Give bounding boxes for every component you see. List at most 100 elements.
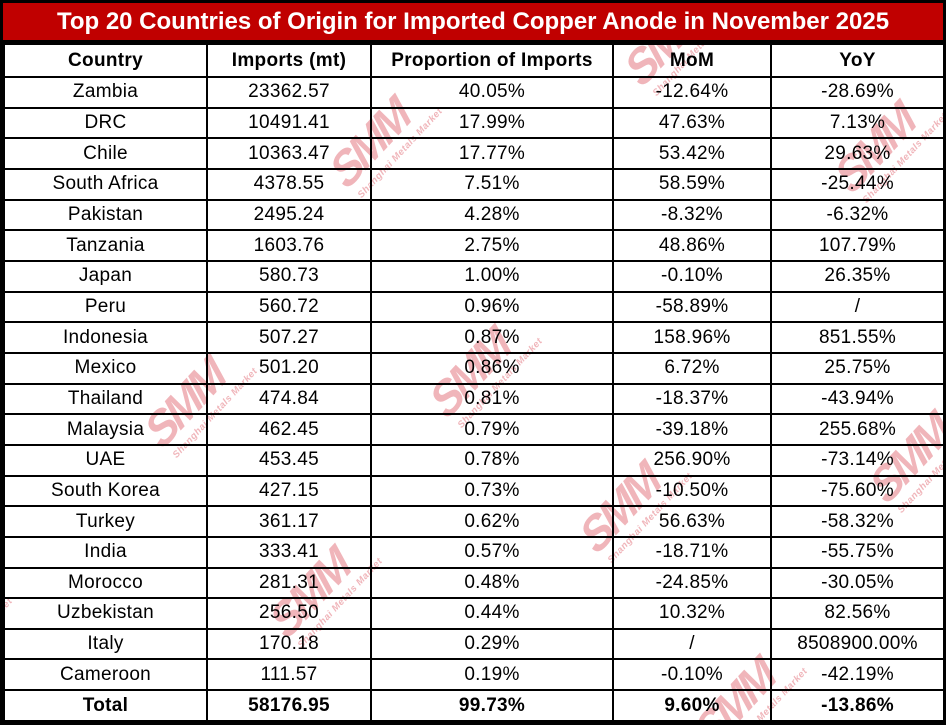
proportion-cell: 0.81% bbox=[370, 382, 614, 416]
table-head: Country Imports (mt) Proportion of Impor… bbox=[3, 43, 943, 78]
mom-cell: 53.42% bbox=[612, 137, 772, 170]
country-cell: Cameroon bbox=[3, 658, 208, 692]
mom-cell: 9.60% bbox=[612, 689, 772, 722]
country-cell: Tanzania bbox=[3, 229, 208, 262]
title-bar: Top 20 Countries of Origin for Imported … bbox=[3, 3, 943, 43]
yoy-cell: -13.86% bbox=[770, 689, 943, 722]
yoy-cell: 851.55% bbox=[770, 321, 943, 354]
imports-cell: 111.57 bbox=[206, 658, 372, 692]
mom-cell: 48.86% bbox=[612, 229, 772, 262]
table-row: Malaysia 462.45 0.79% -39.18% 255.68% bbox=[3, 413, 943, 446]
table-row: Peru 560.72 0.96% -58.89% / bbox=[3, 290, 943, 324]
table-row: Zambia 23362.57 40.05% -12.64% -28.69% bbox=[3, 76, 943, 109]
proportion-cell: 99.73% bbox=[370, 689, 614, 722]
country-cell: Mexico bbox=[3, 351, 208, 385]
proportion-cell: 0.86% bbox=[370, 351, 614, 385]
country-cell: Japan bbox=[3, 259, 208, 293]
yoy-cell: -73.14% bbox=[770, 443, 943, 477]
proportion-cell: 0.96% bbox=[370, 290, 614, 324]
proportion-cell: 0.73% bbox=[370, 474, 614, 508]
proportion-column-header: Proportion of Imports bbox=[370, 43, 614, 78]
mom-cell: -39.18% bbox=[612, 413, 772, 446]
proportion-cell: 17.99% bbox=[370, 106, 614, 140]
imports-cell: 560.72 bbox=[206, 290, 372, 324]
yoy-cell: -58.32% bbox=[770, 505, 943, 538]
imports-cell: 453.45 bbox=[206, 443, 372, 477]
yoy-cell: / bbox=[770, 290, 943, 324]
imports-cell: 580.73 bbox=[206, 259, 372, 293]
total-row: Total 58176.95 99.73% 9.60% -13.86% bbox=[3, 689, 943, 722]
yoy-cell: 7.13% bbox=[770, 106, 943, 140]
country-column-header: Country bbox=[3, 43, 208, 78]
country-cell: Malaysia bbox=[3, 413, 208, 446]
country-cell: Italy bbox=[3, 627, 208, 661]
mom-column-header: MoM bbox=[612, 43, 772, 78]
mom-cell: 6.72% bbox=[612, 351, 772, 385]
mom-cell: -12.64% bbox=[612, 76, 772, 109]
yoy-cell: -42.19% bbox=[770, 658, 943, 692]
mom-cell: -18.37% bbox=[612, 382, 772, 416]
imports-cell: 501.20 bbox=[206, 351, 372, 385]
yoy-cell: 255.68% bbox=[770, 413, 943, 446]
imports-cell: 10363.47 bbox=[206, 137, 372, 170]
imports-cell: 281.31 bbox=[206, 566, 372, 600]
proportion-cell: 1.00% bbox=[370, 259, 614, 293]
table-row: Turkey 361.17 0.62% 56.63% -58.32% bbox=[3, 505, 943, 538]
yoy-cell: 25.75% bbox=[770, 351, 943, 385]
proportion-cell: 0.44% bbox=[370, 597, 614, 630]
table-row: Uzbekistan 256.50 0.44% 10.32% 82.56% bbox=[3, 597, 943, 630]
table-row: DRC 10491.41 17.99% 47.63% 7.13% bbox=[3, 106, 943, 140]
imports-cell: 170.18 bbox=[206, 627, 372, 661]
table-row: Japan 580.73 1.00% -0.10% 26.35% bbox=[3, 259, 943, 293]
table-row: Pakistan 2495.24 4.28% -8.32% -6.32% bbox=[3, 198, 943, 232]
imports-cell: 58176.95 bbox=[206, 689, 372, 722]
country-cell: Thailand bbox=[3, 382, 208, 416]
table-row: South Korea 427.15 0.73% -10.50% -75.60% bbox=[3, 474, 943, 508]
content: Top 20 Countries of Origin for Imported … bbox=[3, 3, 943, 722]
imports-column-header: Imports (mt) bbox=[206, 43, 372, 78]
mom-cell: 58.59% bbox=[612, 167, 772, 201]
country-cell: Chile bbox=[3, 137, 208, 170]
table-row: South Africa 4378.55 7.51% 58.59% -25.44% bbox=[3, 167, 943, 201]
mom-cell: -58.89% bbox=[612, 290, 772, 324]
country-cell: Zambia bbox=[3, 76, 208, 109]
mom-cell: -0.10% bbox=[612, 658, 772, 692]
table-row: Morocco 281.31 0.48% -24.85% -30.05% bbox=[3, 566, 943, 600]
table-row: Italy 170.18 0.29%/8508900.00% bbox=[3, 627, 943, 661]
country-cell: UAE bbox=[3, 443, 208, 477]
proportion-cell: 17.77% bbox=[370, 137, 614, 170]
proportion-cell: 0.78% bbox=[370, 443, 614, 477]
imports-cell: 2495.24 bbox=[206, 198, 372, 232]
mom-cell: -18.71% bbox=[612, 535, 772, 569]
table-row: Chile 10363.47 17.77% 53.42% 29.63% bbox=[3, 137, 943, 170]
mom-cell: / bbox=[612, 627, 772, 661]
table-row: Thailand 474.84 0.81% -18.37% -43.94% bbox=[3, 382, 943, 416]
proportion-cell: 0.29% bbox=[370, 627, 614, 661]
proportion-cell: 4.28% bbox=[370, 198, 614, 232]
proportion-cell: 0.79% bbox=[370, 413, 614, 446]
table-row: Indonesia 507.27 0.87% 158.96% 851.55% bbox=[3, 321, 943, 354]
country-cell: Total bbox=[3, 689, 208, 722]
header-row: Country Imports (mt) Proportion of Impor… bbox=[3, 43, 943, 78]
proportion-cell: 0.19% bbox=[370, 658, 614, 692]
mom-cell: 10.32% bbox=[612, 597, 772, 630]
mom-cell: -8.32% bbox=[612, 198, 772, 232]
mom-cell: -24.85% bbox=[612, 566, 772, 600]
country-cell: India bbox=[3, 535, 208, 569]
imports-table: Country Imports (mt) Proportion of Impor… bbox=[3, 43, 943, 722]
yoy-cell: 8508900.00% bbox=[770, 627, 943, 661]
table-row: Mexico 501.20 0.86% 6.72% 25.75% bbox=[3, 351, 943, 385]
imports-cell: 507.27 bbox=[206, 321, 372, 354]
yoy-cell: 107.79% bbox=[770, 229, 943, 262]
yoy-cell: -75.60% bbox=[770, 474, 943, 508]
imports-cell: 427.15 bbox=[206, 474, 372, 508]
proportion-cell: 0.62% bbox=[370, 505, 614, 538]
yoy-cell: 26.35% bbox=[770, 259, 943, 293]
yoy-cell: -25.44% bbox=[770, 167, 943, 201]
country-cell: Turkey bbox=[3, 505, 208, 538]
proportion-cell: 0.57% bbox=[370, 535, 614, 569]
imports-cell: 4378.55 bbox=[206, 167, 372, 201]
mom-cell: -0.10% bbox=[612, 259, 772, 293]
imports-cell: 361.17 bbox=[206, 505, 372, 538]
